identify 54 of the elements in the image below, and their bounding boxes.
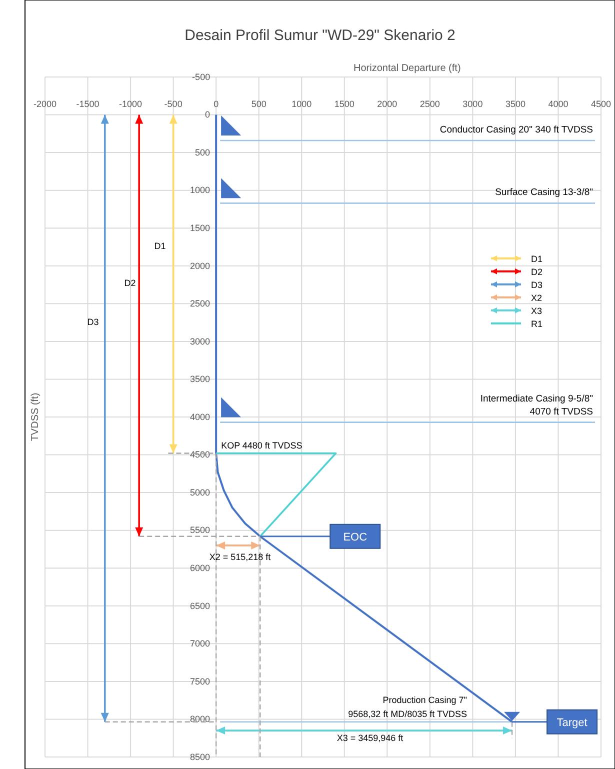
y-tick-label: 2000 (190, 260, 210, 271)
x-tick-label: -2000 (33, 98, 57, 109)
legend-label: D1 (531, 254, 543, 264)
x-axis-title: Horizontal Departure (ft) (354, 63, 461, 74)
y-tick-label: 1500 (190, 222, 210, 233)
legend-label: R1 (531, 318, 543, 329)
annotation: KOP 4480 ft TVDSS (221, 440, 302, 450)
x-tick-label: 0 (214, 98, 219, 109)
legend-label: D2 (531, 266, 543, 277)
ref-line-label: Surface Casing 13-3/8" (495, 187, 593, 198)
y-tick-label: 7000 (190, 638, 210, 649)
x-tick-label: 1000 (292, 98, 312, 109)
y-tick-label: 5000 (190, 487, 210, 498)
x-tick-label: 4500 (590, 98, 612, 109)
y-tick-label: 500 (195, 147, 210, 158)
y-tick-label: 8500 (190, 752, 210, 762)
annotation: X3 = 3459,946 ft (336, 733, 404, 743)
legend-label: X3 (531, 306, 542, 316)
y-tick-label: 0 (205, 110, 210, 120)
y-tick-label: 4000 (190, 412, 210, 422)
annotation: X2 = 515,218 ft (209, 552, 272, 562)
x-tick-label: -1000 (119, 98, 142, 109)
y-tick-label: 4500 (190, 450, 210, 460)
y-tick-label: 2500 (190, 298, 210, 309)
annotation: EOC (343, 531, 368, 544)
x-tick-label: 3000 (462, 98, 483, 109)
y-tick-label: 7500 (190, 676, 210, 686)
y-tick-label: 1000 (190, 185, 210, 196)
y-tick-label: 3000 (190, 336, 210, 346)
annotation: D3 (87, 317, 99, 327)
x-tick-label: 500 (251, 98, 266, 109)
annotation: Target (556, 716, 588, 729)
annotation: Production Casing 7" 9568,32 ft MD/8035 ft TVDSS (348, 695, 467, 719)
y-tick-label: 3500 (190, 374, 210, 384)
ref-line-label: Intermediate Casing 9-5/8" 4070 ft TVDSS (480, 393, 593, 418)
x-tick-label: 2500 (420, 98, 440, 109)
ref-line-label: Conductor Casing 20" 340 ft TVDSS (440, 124, 593, 136)
chart-title: Desain Profil Sumur "WD-29" Skenario 2 (184, 27, 456, 44)
annotation: D1 (154, 241, 166, 251)
y-tick-label: 8000 (190, 714, 210, 724)
x-tick-label: 1500 (334, 98, 354, 109)
y-tick-label: 6000 (190, 562, 210, 573)
x-tick-label: 4000 (548, 98, 568, 109)
legend-label: D3 (531, 280, 543, 290)
y-tick-label: 5500 (190, 525, 210, 536)
y-tick-label: -500 (192, 72, 210, 82)
x-tick-label: -1500 (76, 98, 100, 109)
x-tick-label: 2000 (377, 98, 398, 109)
y-tick-label: 6500 (190, 600, 210, 611)
x-tick-label: -500 (164, 98, 182, 109)
legend-label: X2 (531, 292, 542, 303)
annotation: D2 (124, 278, 136, 288)
y-axis-title: TVDSS (ft) (30, 392, 41, 442)
x-tick-label: 3500 (505, 98, 526, 109)
